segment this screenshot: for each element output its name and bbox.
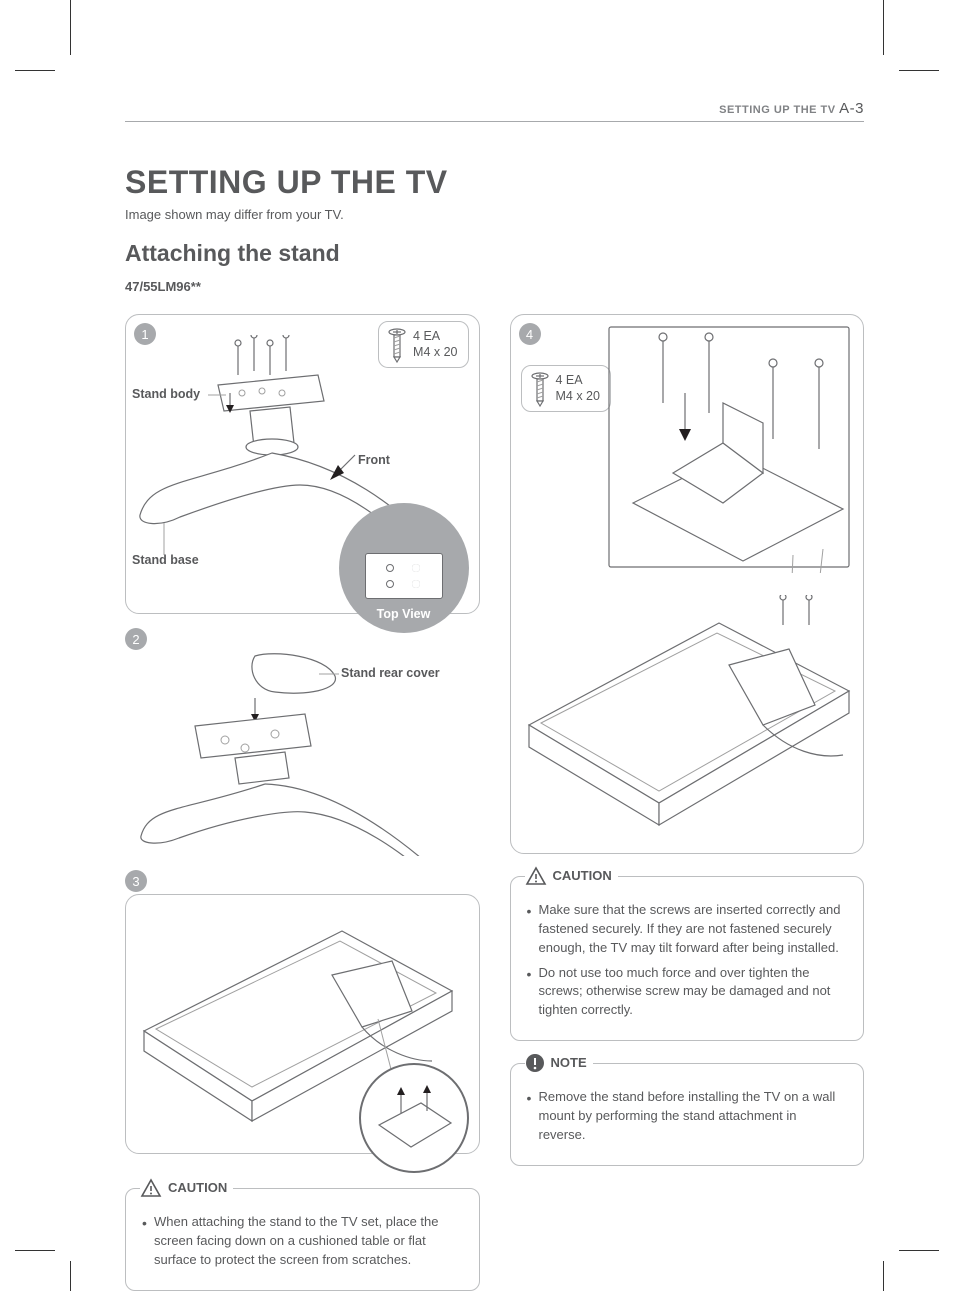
crop-mark — [15, 70, 55, 71]
note-heading: NOTE — [551, 1054, 587, 1073]
caution-header-right: CAUTION — [525, 866, 618, 886]
label-top-view: Top View — [377, 607, 431, 621]
caution-heading-right: CAUTION — [553, 867, 612, 886]
diagram-step-2: Stand rear cover — [125, 646, 480, 856]
caution-left-item: When attaching the stand to the TV set, … — [154, 1213, 463, 1270]
diagram-step-1: 1 4 EA M4 x 20 — [125, 314, 480, 614]
note-box: NOTE Remove the stand before installing … — [510, 1063, 865, 1166]
crop-mark — [883, 0, 884, 55]
label-stand-body: Stand body — [132, 387, 200, 401]
step-badge-2: 2 — [125, 628, 147, 650]
label-stand-base: Stand base — [132, 553, 199, 567]
detail-sketch — [361, 1065, 467, 1171]
caution-heading-left: CAUTION — [168, 1179, 227, 1198]
crop-mark — [70, 0, 71, 55]
diagram-step-3 — [125, 894, 480, 1154]
note-header: NOTE — [525, 1053, 593, 1073]
step4-lower-sketch — [519, 595, 859, 855]
step-badge-1: 1 — [134, 323, 156, 345]
step4-upper-sketch — [523, 323, 853, 573]
crop-mark — [15, 1250, 55, 1251]
caution-header-left: CAUTION — [140, 1178, 233, 1198]
left-column: 1 4 EA M4 x 20 — [125, 304, 480, 1291]
label-stand-rear-cover: Stand rear cover — [341, 666, 440, 680]
step-badge-3: 3 — [125, 870, 147, 892]
caution-box-left: CAUTION When attaching the stand to the … — [125, 1188, 480, 1291]
caution-box-right: CAUTION Make sure that the screws are in… — [510, 876, 865, 1041]
caution-icon — [525, 866, 547, 886]
page-title: SETTING UP THE TV — [125, 164, 864, 201]
running-header: SETTING UP THE TV A-3 — [125, 100, 864, 122]
page-content: SETTING UP THE TV A-3 SETTING UP THE TV … — [125, 100, 864, 1241]
detail-circle-step-3 — [359, 1063, 469, 1173]
caution-right-item: Make sure that the screws are inserted c… — [539, 901, 848, 958]
note-item: Remove the stand before installing the T… — [539, 1088, 848, 1145]
crop-mark — [883, 1261, 884, 1291]
model-number: 47/55LM96** — [125, 279, 864, 294]
note-icon — [525, 1053, 545, 1073]
top-view-inset: Top View — [339, 503, 469, 633]
header-page-num: A-3 — [839, 100, 864, 117]
header-section: SETTING UP THE TV — [719, 104, 835, 116]
step-badge-4: 4 — [519, 323, 541, 345]
caution-right-item: Do not use too much force and over tight… — [539, 964, 848, 1021]
label-front: Front — [358, 453, 390, 467]
diagram-step-4: 4 4 EA M4 x 20 — [510, 314, 865, 854]
top-view-bracket-icon — [365, 553, 443, 599]
crop-mark — [70, 1261, 71, 1291]
caution-icon — [140, 1178, 162, 1198]
crop-mark — [899, 1250, 939, 1251]
section-heading: Attaching the stand — [125, 240, 864, 267]
crop-mark — [899, 70, 939, 71]
right-column: 4 4 EA M4 x 20 — [510, 304, 865, 1291]
page-subtitle: Image shown may differ from your TV. — [125, 207, 864, 222]
